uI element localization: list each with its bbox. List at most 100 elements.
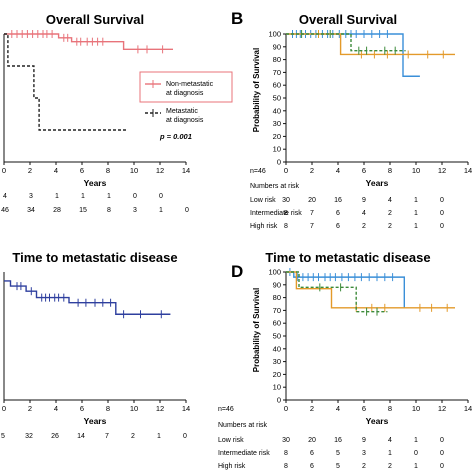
risk-count: 8 — [284, 223, 288, 230]
x-tick-label: 10 — [130, 166, 138, 175]
legend-box — [139, 71, 233, 103]
risk-count: 16 — [334, 437, 342, 444]
legend-label-metastatic-2: at diagnosis — [166, 117, 204, 124]
risk-count: 7 — [310, 223, 314, 230]
x-tick-label: 14 — [464, 404, 472, 413]
km-curve-d-2 — [286, 271, 388, 313]
y-tick-label: 30 — [273, 119, 281, 128]
x-tick-label: 8 — [106, 166, 110, 175]
risk-count: 0 — [440, 210, 444, 217]
x-tick-label: 14 — [182, 166, 190, 175]
risk-count: 7 — [310, 210, 314, 217]
y-tick-label: 60 — [273, 319, 281, 328]
panel-d-plot: 0 2 4 6 8 10 12 14 0 10 20 30 40 50 60 70 80 90 100 — [268, 268, 472, 414]
risk-count: 3 — [362, 450, 366, 457]
risk-count: 8 — [107, 207, 111, 214]
risk-count: 2 — [388, 210, 392, 217]
x-tick-label: 2 — [28, 404, 32, 413]
p-value: p = 0.001 — [159, 132, 192, 141]
risk-count: 5 — [336, 463, 340, 470]
risk-count: 0 — [440, 223, 444, 230]
risk-count: 34 — [27, 207, 35, 214]
x-tick-label: 6 — [362, 166, 366, 175]
risk-count: 3 — [133, 207, 137, 214]
panel-c-plot: 0 2 4 6 8 10 12 14 — [2, 272, 190, 413]
risk-count: 46 — [1, 207, 9, 214]
risk-count: 0 — [440, 437, 444, 444]
x-tick-label: 0 — [284, 404, 288, 413]
km-curve-d-1 — [286, 271, 455, 309]
risk-count: 2 — [388, 463, 392, 470]
x-tick-label: 14 — [182, 404, 190, 413]
panel-d-n: n=46 — [218, 406, 234, 413]
panel-d-risk-header: Numbers at risk — [218, 422, 268, 429]
y-tick-label: 70 — [273, 68, 281, 77]
risk-count: 1 — [414, 223, 418, 230]
panel-d-letter: D — [231, 262, 243, 281]
y-tick-label: 40 — [273, 106, 281, 115]
risk-count: 9 — [362, 437, 366, 444]
legend-label-nonmetastatic-1: Non-metastatic — [166, 81, 214, 88]
risk-count: 1 — [107, 193, 111, 200]
risk-count: 8 — [284, 463, 288, 470]
risk-count: 2 — [388, 223, 392, 230]
x-tick-label: 2 — [310, 166, 314, 175]
x-tick-label: 10 — [412, 404, 420, 413]
risk-count: 14 — [77, 433, 85, 440]
y-tick-label: 80 — [273, 293, 281, 302]
x-tick-label: 12 — [438, 404, 446, 413]
risk-count: 1 — [388, 450, 392, 457]
risk-count: 30 — [282, 437, 290, 444]
risk-count: 2 — [131, 433, 135, 440]
risk-count: 1 — [414, 210, 418, 217]
x-tick-label: 6 — [80, 404, 84, 413]
panel-c-xlabel: Years — [84, 416, 107, 426]
risk-count: 0 — [183, 433, 187, 440]
km-curve-c-0 — [4, 280, 171, 315]
panel-a: Overall Survival 0 2 4 6 8 10 12 14 Non-metasta… — [1, 12, 233, 214]
risk-count: 0 — [133, 193, 137, 200]
risk-count: 26 — [51, 433, 59, 440]
x-tick-label: 2 — [28, 166, 32, 175]
panel-d: D Time to metastatic disease Probability… — [218, 250, 472, 470]
risk-count: 6 — [310, 463, 314, 470]
risk-count: 5 — [1, 433, 5, 440]
x-tick-label: 0 — [284, 166, 288, 175]
panel-a-xlabel: Years — [84, 178, 107, 188]
x-tick-label: 0 — [2, 166, 6, 175]
x-tick-label: 4 — [336, 404, 340, 413]
risk-count: 0 — [440, 197, 444, 204]
risk-count: 7 — [105, 433, 109, 440]
y-tick-label: 100 — [268, 30, 281, 39]
km-curve-a-0 — [4, 33, 173, 51]
risk-count: 15 — [79, 207, 87, 214]
risk-count: 3 — [29, 193, 33, 200]
x-tick-label: 8 — [106, 404, 110, 413]
risk-count: 4 — [388, 197, 392, 204]
x-tick-label: 10 — [412, 166, 420, 175]
x-tick-label: 4 — [54, 404, 58, 413]
y-tick-label: 60 — [273, 81, 281, 90]
risk-count: 0 — [185, 207, 189, 214]
panel-b-xlabel: Years — [366, 178, 389, 188]
panel-b-risk-header: Numbers at risk — [250, 183, 300, 190]
y-tick-label: 90 — [273, 42, 281, 51]
km-curve-b-0 — [286, 33, 420, 77]
risk-count: 9 — [362, 197, 366, 204]
km-curve-a-1 — [4, 33, 128, 131]
x-tick-label: 10 — [130, 404, 138, 413]
x-tick-label: 0 — [2, 404, 6, 413]
risk-row-label: High risk — [250, 223, 278, 230]
risk-count: 4 — [3, 193, 7, 200]
risk-count: 1 — [414, 437, 418, 444]
risk-count: 6 — [310, 450, 314, 457]
risk-count: 30 — [282, 197, 290, 204]
risk-count: 20 — [308, 437, 316, 444]
panel-a-title: Overall Survival — [46, 12, 144, 27]
x-tick-label: 6 — [80, 166, 84, 175]
risk-count: 1 — [414, 463, 418, 470]
risk-count: 8 — [284, 210, 288, 217]
risk-count: 1 — [55, 193, 59, 200]
